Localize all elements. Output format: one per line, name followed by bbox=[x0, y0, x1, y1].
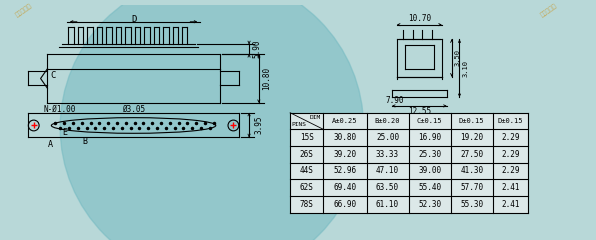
Text: 47.10: 47.10 bbox=[376, 167, 399, 175]
Text: PINS: PINS bbox=[291, 122, 306, 127]
Text: 44S: 44S bbox=[300, 167, 313, 175]
Text: 39.20: 39.20 bbox=[333, 150, 356, 159]
Text: A±0.25: A±0.25 bbox=[332, 118, 358, 124]
Text: 射频连接器: 射频连接器 bbox=[14, 2, 33, 18]
Text: 52.30: 52.30 bbox=[418, 200, 441, 209]
Circle shape bbox=[60, 0, 364, 240]
Text: 27.50: 27.50 bbox=[460, 150, 483, 159]
Text: 41.30: 41.30 bbox=[460, 167, 483, 175]
Text: 2.29: 2.29 bbox=[501, 133, 520, 142]
Text: D: D bbox=[131, 15, 136, 24]
Text: N-Ø1.00: N-Ø1.00 bbox=[44, 104, 76, 113]
Text: 3.10: 3.10 bbox=[462, 60, 468, 77]
Text: 62S: 62S bbox=[300, 183, 313, 192]
Text: 15S: 15S bbox=[300, 133, 313, 142]
Bar bbox=[290, 113, 528, 213]
Text: 19.20: 19.20 bbox=[460, 133, 483, 142]
Text: B±0.20: B±0.20 bbox=[375, 118, 401, 124]
Text: B: B bbox=[82, 137, 87, 146]
Text: 2.29: 2.29 bbox=[501, 167, 520, 175]
Text: Ø3.05: Ø3.05 bbox=[122, 104, 145, 113]
Text: 2.29: 2.29 bbox=[501, 150, 520, 159]
Text: 25.00: 25.00 bbox=[376, 133, 399, 142]
Text: 69.40: 69.40 bbox=[333, 183, 356, 192]
Text: C: C bbox=[51, 71, 56, 80]
Text: 5.90: 5.90 bbox=[252, 40, 262, 58]
Text: 25.30: 25.30 bbox=[418, 150, 441, 159]
Text: 3.95: 3.95 bbox=[254, 116, 263, 134]
Text: 66.90: 66.90 bbox=[333, 200, 356, 209]
Text: 33.33: 33.33 bbox=[376, 150, 399, 159]
Text: 55.30: 55.30 bbox=[460, 200, 483, 209]
Text: 55.40: 55.40 bbox=[418, 183, 441, 192]
Text: 61.10: 61.10 bbox=[376, 200, 399, 209]
Text: 57.70: 57.70 bbox=[460, 183, 483, 192]
Text: 2.41: 2.41 bbox=[501, 200, 520, 209]
Text: 78S: 78S bbox=[300, 200, 313, 209]
Text: 39.00: 39.00 bbox=[418, 167, 441, 175]
Text: D±0.15: D±0.15 bbox=[459, 118, 485, 124]
Text: 52.96: 52.96 bbox=[333, 167, 356, 175]
Text: 30.80: 30.80 bbox=[333, 133, 356, 142]
Text: 63.50: 63.50 bbox=[376, 183, 399, 192]
Text: E: E bbox=[63, 128, 67, 137]
Text: D±0.15: D±0.15 bbox=[498, 118, 523, 124]
Text: C±0.15: C±0.15 bbox=[417, 118, 442, 124]
Text: 射频连接器: 射频连接器 bbox=[540, 2, 558, 18]
Text: 3.50: 3.50 bbox=[455, 49, 461, 66]
Text: 26S: 26S bbox=[300, 150, 313, 159]
Text: 10.80: 10.80 bbox=[262, 67, 271, 90]
Text: 12.55: 12.55 bbox=[408, 107, 431, 116]
Text: 10.70: 10.70 bbox=[408, 14, 431, 23]
Text: DIM: DIM bbox=[309, 115, 321, 120]
Text: 16.90: 16.90 bbox=[418, 133, 441, 142]
Text: 2.41: 2.41 bbox=[501, 183, 520, 192]
Text: A: A bbox=[48, 140, 53, 149]
Text: 7.90: 7.90 bbox=[385, 96, 403, 105]
